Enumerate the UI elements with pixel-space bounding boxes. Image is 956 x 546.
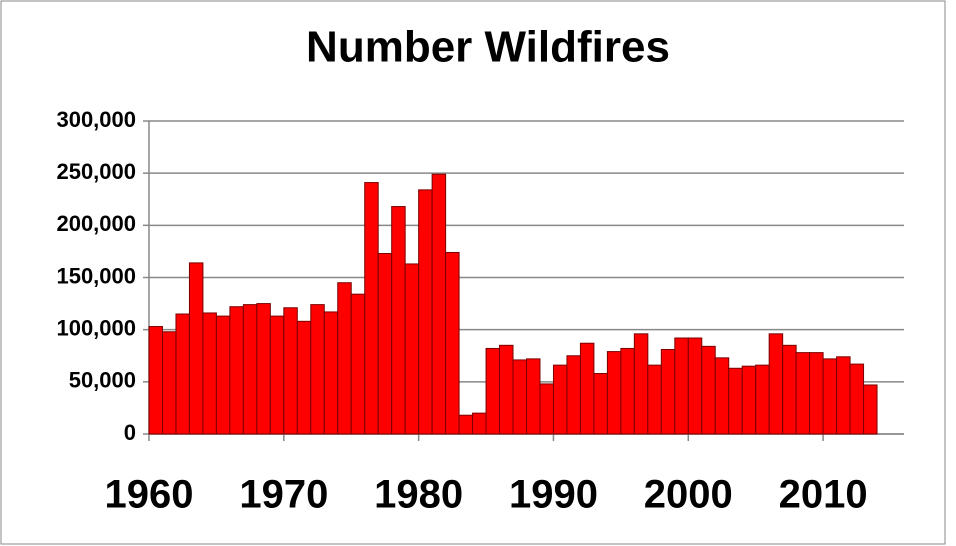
bar (755, 364, 770, 435)
bar (687, 337, 703, 435)
bar (256, 303, 271, 435)
bar (242, 304, 258, 435)
bar (364, 182, 379, 435)
bar (283, 307, 298, 435)
bar (728, 367, 743, 435)
bar (350, 293, 366, 435)
bar (782, 344, 797, 435)
bar (269, 315, 285, 435)
x-tick-label: 2000 (644, 473, 733, 517)
bar (660, 348, 676, 435)
bar (647, 364, 662, 435)
bar (472, 412, 487, 435)
bar (418, 189, 433, 435)
bar (404, 263, 420, 435)
bar (499, 344, 514, 435)
bar (175, 313, 190, 435)
y-tick-label: 200,000 (56, 211, 136, 236)
bar (310, 304, 325, 435)
bar (633, 333, 649, 435)
x-tick-label: 1980 (374, 473, 463, 517)
bar (620, 347, 635, 435)
bar (606, 351, 622, 435)
bar (512, 359, 528, 435)
bar (431, 173, 447, 435)
y-tick-label: 100,000 (56, 315, 136, 340)
bar (701, 345, 716, 435)
bar (229, 306, 244, 435)
x-tick-label: 1970 (239, 473, 328, 517)
x-tick-label: 1990 (509, 473, 598, 517)
x-tick-label: 2010 (779, 473, 868, 517)
bar (215, 315, 231, 435)
bar (323, 311, 339, 435)
bar (337, 282, 352, 435)
bar (768, 333, 784, 435)
bar (485, 347, 501, 435)
y-tick-label: 0 (124, 420, 136, 445)
bar (809, 352, 824, 435)
bar (795, 352, 811, 435)
chart-title: Number Wildfires (306, 23, 670, 72)
bar (593, 372, 608, 435)
bar (822, 358, 838, 435)
bar (161, 331, 177, 435)
bar (391, 206, 406, 435)
bar (741, 365, 757, 435)
x-tick-label: 1960 (105, 473, 194, 517)
bar (377, 253, 393, 435)
y-tick-label: 150,000 (56, 263, 136, 288)
bar (526, 358, 541, 435)
bar (188, 262, 204, 435)
bar (674, 337, 689, 435)
bar (849, 363, 865, 435)
bar (552, 364, 568, 435)
bar (836, 356, 851, 435)
bar (202, 312, 217, 435)
bar (714, 357, 730, 435)
bar (458, 414, 474, 435)
bar (863, 384, 878, 435)
y-tick-label: 300,000 (56, 107, 136, 132)
bar (148, 326, 163, 435)
y-tick-label: 50,000 (69, 368, 136, 393)
y-tick-label: 250,000 (56, 159, 136, 184)
bar (579, 342, 595, 435)
bar (445, 251, 460, 435)
bar (296, 320, 312, 435)
bar (566, 355, 581, 435)
bar (539, 383, 554, 435)
